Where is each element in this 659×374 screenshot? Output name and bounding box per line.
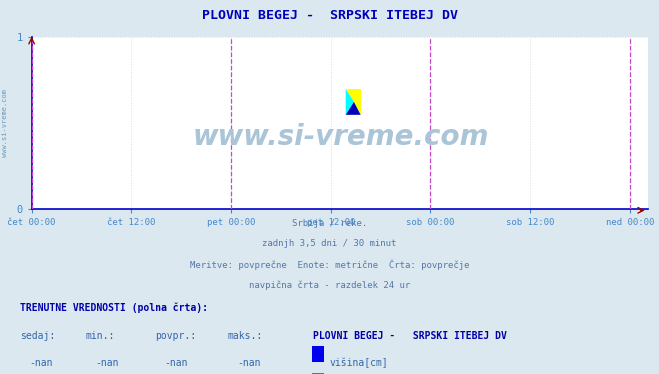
Text: -nan: -nan bbox=[237, 358, 261, 368]
Text: www.si-vreme.com: www.si-vreme.com bbox=[2, 89, 9, 157]
Polygon shape bbox=[346, 89, 354, 115]
Text: Meritve: povprečne  Enote: metrične  Črta: povprečje: Meritve: povprečne Enote: metrične Črta:… bbox=[190, 260, 469, 270]
Text: PLOVNI BEGEJ -  SRPSKI ITEBEJ DV: PLOVNI BEGEJ - SRPSKI ITEBEJ DV bbox=[202, 9, 457, 22]
Text: -nan: -nan bbox=[30, 358, 53, 368]
Text: TRENUTNE VREDNOSTI (polna črta):: TRENUTNE VREDNOSTI (polna črta): bbox=[20, 303, 208, 313]
Text: navpična črta - razdelek 24 ur: navpična črta - razdelek 24 ur bbox=[249, 280, 410, 290]
Text: -nan: -nan bbox=[96, 358, 119, 368]
Text: sedaj:: sedaj: bbox=[20, 331, 55, 341]
Text: zadnjh 3,5 dni / 30 minut: zadnjh 3,5 dni / 30 minut bbox=[262, 239, 397, 248]
Text: maks.:: maks.: bbox=[227, 331, 262, 341]
Text: min.:: min.: bbox=[86, 331, 115, 341]
Polygon shape bbox=[346, 102, 360, 115]
Text: povpr.:: povpr.: bbox=[155, 331, 196, 341]
Text: www.si-vreme.com: www.si-vreme.com bbox=[192, 123, 489, 151]
Text: Srbija / reke.: Srbija / reke. bbox=[292, 219, 367, 228]
Text: -nan: -nan bbox=[165, 358, 188, 368]
Polygon shape bbox=[346, 89, 360, 115]
Text: PLOVNI BEGEJ -   SRPSKI ITEBEJ DV: PLOVNI BEGEJ - SRPSKI ITEBEJ DV bbox=[313, 331, 507, 341]
Text: višina[cm]: višina[cm] bbox=[330, 358, 388, 368]
